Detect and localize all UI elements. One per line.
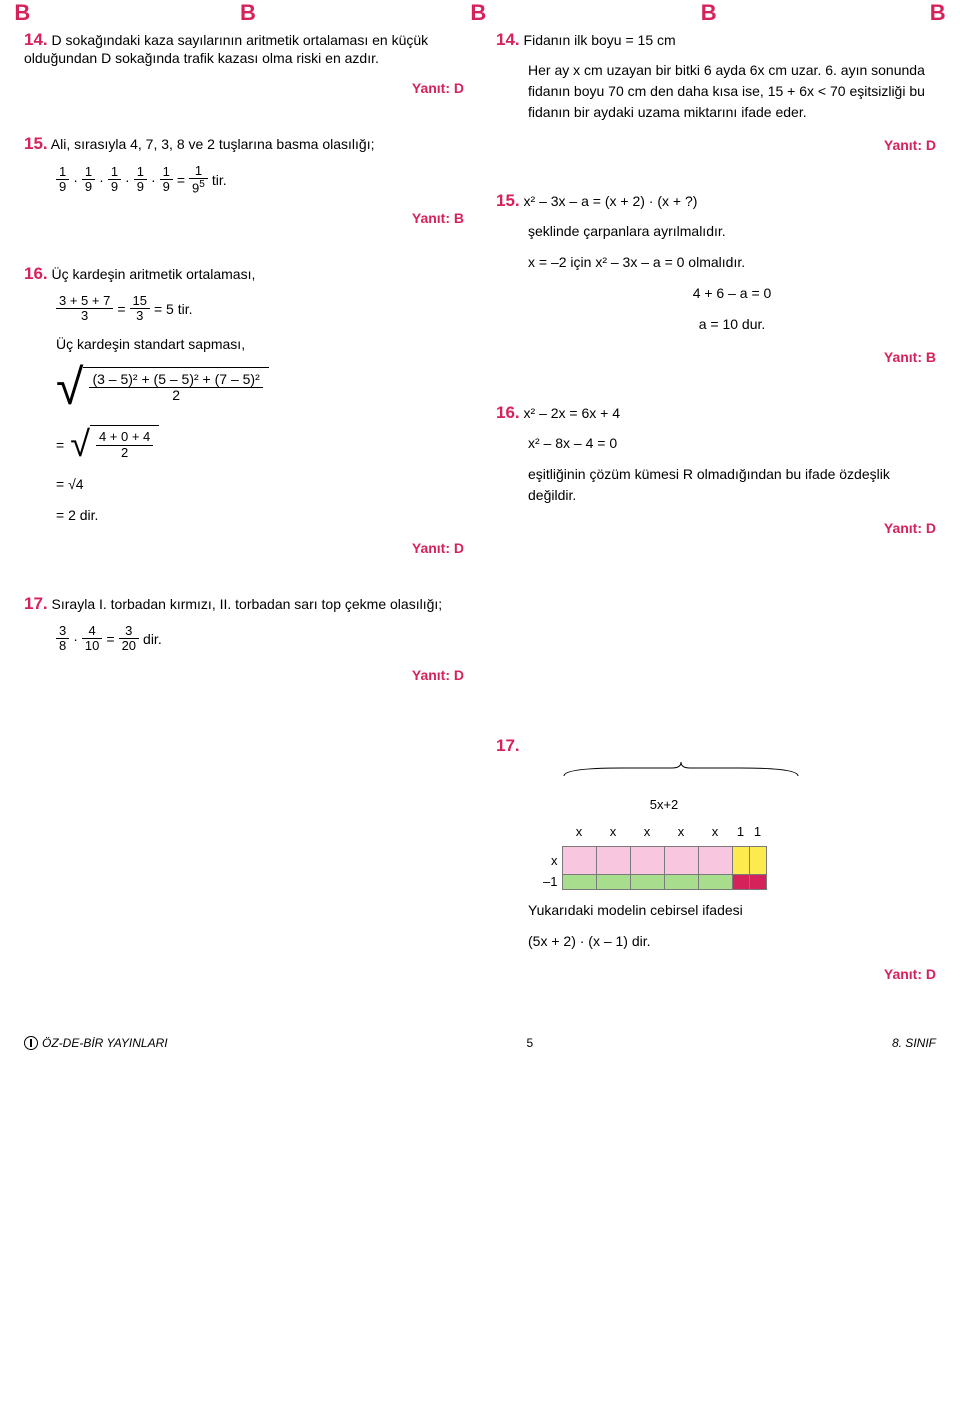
brace-icon	[562, 762, 800, 778]
caption: Yukarıdaki modelin cebirsel ifadesi	[528, 900, 936, 921]
q-number: 15.	[496, 191, 520, 210]
line-3: eşitliğinin çözüm kümesi R olmadığından …	[528, 464, 936, 506]
q-text: D sokağındaki kaza sayılarının aritmetik…	[24, 32, 428, 66]
q-number: 14.	[496, 30, 520, 49]
sqrt-expr-3: = √4	[56, 474, 464, 495]
mean-calc: 3 + 5 + 73 = 153 = 5 tir.	[56, 294, 464, 324]
q17-right: 17. 5x+2	[496, 736, 936, 982]
probability-product: 19 · 19 · 19 · 19 · 19 = 195 tir.	[56, 164, 464, 196]
header-b-5: B	[930, 0, 946, 26]
line-1: x² – 2x = 6x + 4	[524, 405, 621, 421]
line-1: x² – 3x – a = (x + 2) · (x + ?)	[524, 193, 698, 209]
result: (5x + 2) · (x – 1) dir.	[528, 931, 936, 952]
q-number: 16.	[496, 403, 520, 422]
q-number: 17.	[496, 736, 520, 755]
answer-label: Yanıt: B	[496, 349, 936, 365]
line-2: şeklinde çarpanlara ayrılmalıdır.	[528, 221, 936, 242]
answer-label: Yanıt: D	[496, 966, 936, 982]
tiles-table: 5x+2 x x x x x 1 1 x	[528, 762, 767, 890]
q14-left: 14. D sokağındaki kaza sayılarının aritm…	[24, 30, 464, 96]
page-number: 5	[526, 1036, 533, 1050]
answer-label: Yanıt: B	[24, 210, 464, 226]
header-b-2: B	[240, 0, 256, 26]
q14-right: 14. Fidanın ilk boyu = 15 cm Her ay x cm…	[496, 30, 936, 153]
grade-label: 8. SINIF	[892, 1036, 936, 1050]
header-row: B B B B B	[0, 0, 960, 30]
publisher-label: ÖZ-DE-BİR YAYINLARI	[24, 1036, 168, 1051]
answer-label: Yanıt: D	[24, 540, 464, 556]
page-footer: ÖZ-DE-BİR YAYINLARI 5 8. SINIF	[0, 1028, 960, 1055]
right-column: 14. Fidanın ilk boyu = 15 cm Her ay x cm…	[496, 30, 936, 1020]
algebra-tiles-diagram: 5x+2 x x x x x 1 1 x	[528, 762, 936, 890]
content-columns: 14. D sokağındaki kaza sayılarının aritm…	[0, 30, 960, 1020]
sqrt-expr-1: √ (3 – 5)² + (5 – 5)² + (7 – 5)²2	[56, 367, 464, 408]
line-1: Fidanın ilk boyu = 15 cm	[524, 32, 676, 48]
sqrt-expr-2: = √ 4 + 0 + 42	[56, 425, 464, 464]
q15-right: 15. x² – 3x – a = (x + 2) · (x + ?) şekl…	[496, 191, 936, 365]
answer-label: Yanıt: D	[24, 80, 464, 96]
line-2: x² – 8x – 4 = 0	[528, 433, 936, 454]
q-text: Sırayla I. torbadan kırmızı, II. torbada…	[52, 596, 443, 612]
q16-right: 16. x² – 2x = 6x + 4 x² – 8x – 4 = 0 eşi…	[496, 403, 936, 536]
q-number: 17.	[24, 594, 48, 613]
q-text: Ali, sırasıyla 4, 7, 3, 8 ve 2 tuşlarına…	[51, 136, 375, 152]
suffix-text: tir.	[212, 172, 227, 188]
q-number: 15.	[24, 134, 48, 153]
header-b-4: B	[701, 0, 717, 26]
answer-label: Yanıt: D	[24, 667, 464, 683]
header-b-3: B	[470, 0, 486, 26]
answer-label: Yanıt: D	[496, 137, 936, 153]
q-number: 16.	[24, 264, 48, 283]
left-column: 14. D sokağındaki kaza sayılarının aritm…	[24, 30, 464, 1020]
q15-left: 15. Ali, sırasıyla 4, 7, 3, 8 ve 2 tuşla…	[24, 134, 464, 226]
line-5: a = 10 dur.	[528, 314, 936, 335]
final-result: = 2 dir.	[56, 505, 464, 526]
stddev-label: Üç kardeşin standart sapması,	[56, 334, 464, 355]
answer-label: Yanıt: D	[496, 520, 936, 536]
probability-calc: 38 · 410 = 320 dir.	[56, 624, 464, 654]
publisher-logo-icon	[24, 1036, 38, 1050]
q17-left: 17. Sırayla I. torbadan kırmızı, II. tor…	[24, 594, 464, 684]
line-4: 4 + 6 – a = 0	[528, 283, 936, 304]
header-b-1: B	[14, 0, 30, 26]
line-2: Her ay x cm uzayan bir bitki 6 ayda 6x c…	[528, 60, 936, 123]
q-number: 14.	[24, 30, 48, 49]
q16-left: 16. Üç kardeşin aritmetik ortalaması, 3 …	[24, 264, 464, 556]
q-text: Üç kardeşin aritmetik ortalaması,	[52, 266, 256, 282]
line-3: x = –2 için x² – 3x – a = 0 olmalıdır.	[528, 252, 936, 273]
